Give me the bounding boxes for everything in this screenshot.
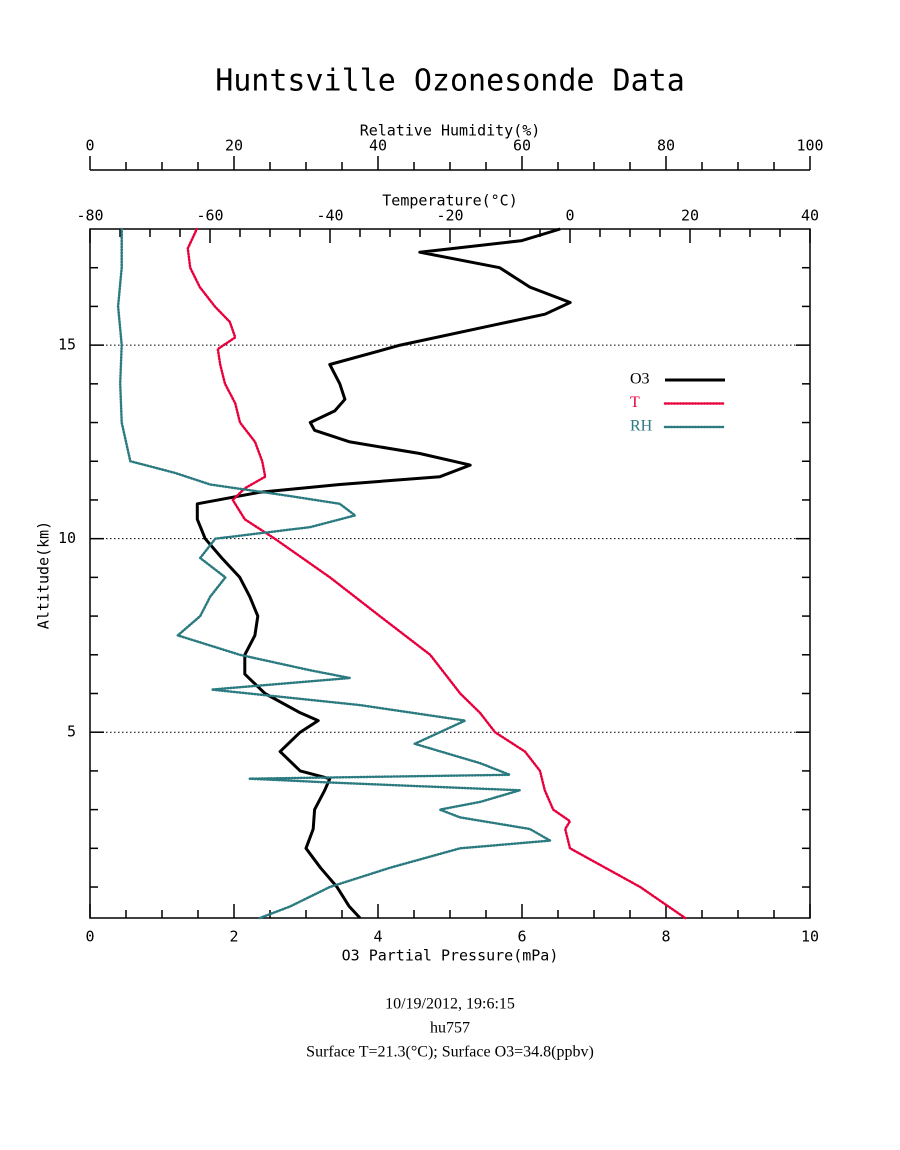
x-axis-title: O3 Partial Pressure(mPa) [342,947,559,965]
footer-line: Surface T=21.3(°C); Surface O3=34.8(ppbv… [306,1044,594,1061]
x3-axis-title: Relative Humidity(%) [360,122,541,140]
y-tick-label: 10 [58,529,76,547]
legend-label: RH [630,418,653,435]
x2-tick-label: -60 [196,207,223,225]
footer-line: 10/19/2012, 19:6:15 [385,996,515,1013]
profile-line [116,227,552,920]
x3-tick-label: 40 [369,137,387,155]
x-tick-label: 2 [229,928,238,946]
legend-label: O3 [630,371,650,388]
x-tick-label: 4 [373,928,382,946]
x2-tick-label: 0 [565,207,574,225]
chart-title: Huntsville Ozonesonde Data [215,64,685,99]
footer-line: hu757 [430,1020,470,1037]
x3-tick-label: 0 [85,137,94,155]
profile-line [186,227,687,920]
x3-tick-label: 20 [225,137,243,155]
y-tick-label: 15 [58,336,76,354]
x-tick-label: 8 [661,928,670,946]
x3-tick-label: 100 [796,137,823,155]
x-tick-label: 0 [85,928,94,946]
x2-tick-label: -20 [436,207,463,225]
x2-tick-label: -80 [76,207,103,225]
x-tick-label: 6 [517,928,526,946]
x2-axis-title: Temperature(°C) [382,192,517,210]
x-tick-label: 10 [801,928,819,946]
x3-tick-label: 80 [657,137,675,155]
x2-tick-label: 40 [801,207,819,225]
x3-tick-label: 60 [513,137,531,155]
x2-tick-label: -40 [316,207,343,225]
profile-line [195,227,572,920]
y-axis-title: Altitude(km) [35,521,53,629]
y-tick-label: 5 [67,723,76,741]
legend-label: T [630,394,640,411]
x2-tick-label: 20 [681,207,699,225]
